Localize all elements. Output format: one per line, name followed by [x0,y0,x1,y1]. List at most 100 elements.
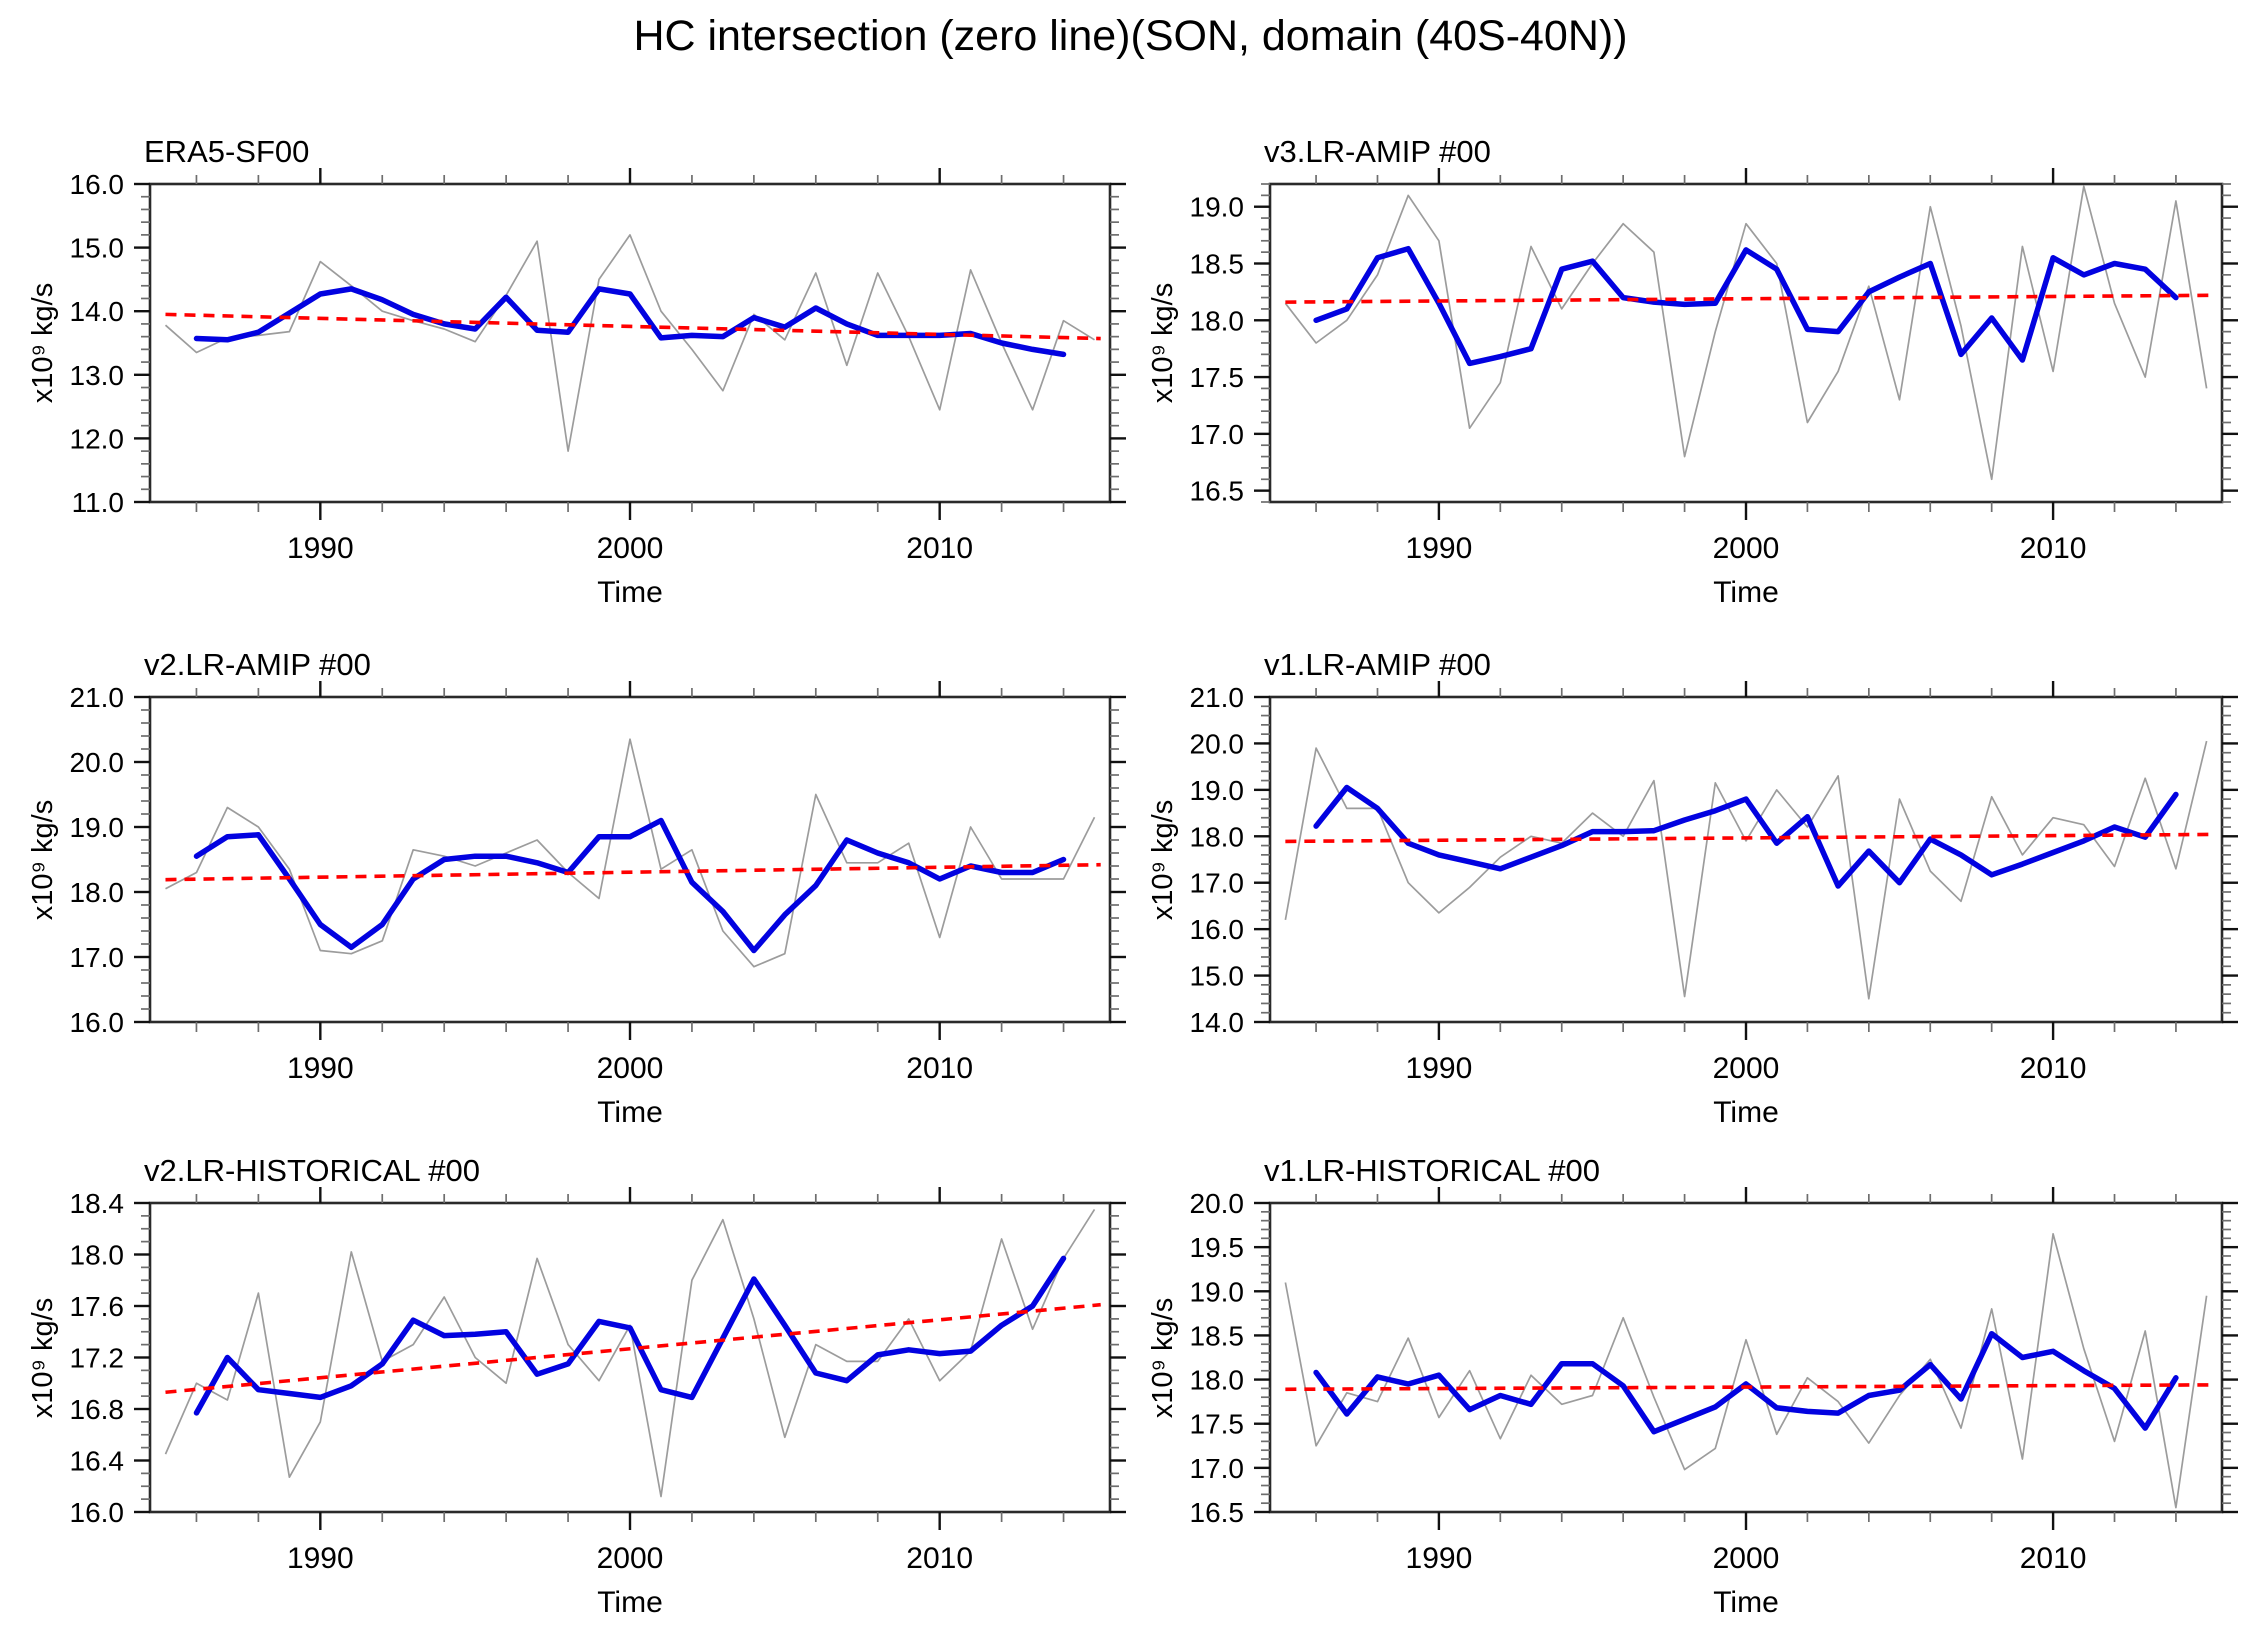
svg-text:2000: 2000 [597,1542,664,1575]
svg-text:17.5: 17.5 [1190,362,1245,393]
annual-line [165,738,1096,968]
svg-text:19.0: 19.0 [1190,775,1245,806]
svg-text:18.4: 18.4 [70,1188,125,1219]
trend-line [165,312,1101,341]
svg-text:2000: 2000 [1713,532,1780,565]
trend-line [1285,832,2213,844]
trend-line [165,862,1101,882]
svg-text:1990: 1990 [287,1052,354,1085]
svg-text:16.0: 16.0 [70,1007,125,1038]
svg-text:1990: 1990 [1406,1542,1473,1575]
svg-text:16.5: 16.5 [1190,1497,1245,1528]
svg-text:14.0: 14.0 [70,296,125,327]
svg-text:19.0: 19.0 [70,812,125,843]
plot-frame [1268,182,2224,504]
svg-text:16.5: 16.5 [1190,476,1245,507]
smoothed-line [1313,245,2179,367]
svg-text:2000: 2000 [1713,1052,1780,1085]
annual-line [1284,185,2208,481]
svg-text:14.0: 14.0 [1190,1007,1245,1038]
svg-text:20.0: 20.0 [1190,1188,1245,1219]
tick-labels: 16.5 17.0 17.5 18.0 18.5 19.0 19.5 20.0 1990 2000… [1190,1188,2087,1575]
tick-labels: 14.0 15.0 16.0 17.0 18.0 19.0 20.0 21.0 1990 2000… [1190,682,2087,1085]
svg-text:2000: 2000 [597,532,664,565]
svg-text:16.0: 16.0 [70,169,125,200]
smoothed-line [193,286,1067,358]
svg-text:2000: 2000 [597,1052,664,1085]
svg-text:2010: 2010 [906,1052,973,1085]
smoothed-line [1313,1330,2179,1435]
plot-frame [148,695,1112,1024]
svg-text:11.0: 11.0 [72,487,124,518]
svg-text:1990: 1990 [1406,532,1473,565]
axis-ticks [134,168,1126,520]
x-axis-label: Time [1713,576,1779,609]
svg-text:13.0: 13.0 [70,360,125,391]
svg-text:2010: 2010 [2020,532,2087,565]
svg-text:17.0: 17.0 [1190,868,1245,899]
svg-text:2000: 2000 [1713,1542,1780,1575]
svg-text:17.0: 17.0 [1190,419,1245,450]
svg-text:16.0: 16.0 [1190,914,1245,945]
svg-text:21.0: 21.0 [70,682,125,713]
smoothed-line [193,817,1067,954]
axis-ticks [1254,681,2238,1040]
svg-text:2010: 2010 [2020,1542,2087,1575]
plot-frame [1268,695,2224,1024]
plot-area: 16.0 16.4 16.8 17.2 17.6 18.0 18.4 1990 2000 2010 [70,1187,1126,1575]
svg-text:1990: 1990 [1406,1052,1473,1085]
figure-title: HC intersection (zero line)(SON, domain … [633,12,1628,60]
svg-text:19.5: 19.5 [1190,1232,1245,1263]
axis-ticks [1254,1187,2238,1530]
plot-area: 16.5 17.0 17.5 18.0 18.5 19.0 1990 2000 2010 [1190,168,2238,565]
plot-area: 11.0 12.0 13.0 14.0 15.0 16.0 1990 2000 2010 [70,168,1126,565]
annual-line [1284,1233,2208,1509]
panel-title: ERA5-SF00 [144,134,310,169]
svg-text:18.0: 18.0 [70,877,125,908]
axis-ticks [134,681,1126,1040]
panel-title: v2.LR-HISTORICAL #00 [144,1153,480,1188]
svg-text:18.0: 18.0 [1190,305,1245,336]
svg-text:18.5: 18.5 [1190,249,1245,280]
plot-area: 16.0 17.0 18.0 19.0 20.0 21.0 1990 2000 2010 [70,681,1126,1085]
svg-text:1990: 1990 [287,1542,354,1575]
smoothed-line [193,1255,1067,1416]
panel-title: v1.LR-HISTORICAL #00 [1264,1153,1600,1188]
axis-ticks [1254,168,2238,520]
x-axis-label: Time [1713,1586,1779,1619]
plot-frame [1268,1201,2224,1514]
svg-text:18.5: 18.5 [1190,1320,1245,1351]
svg-text:17.0: 17.0 [70,942,125,973]
svg-text:12.0: 12.0 [70,423,125,454]
plot-area: 14.0 15.0 16.0 17.0 18.0 19.0 20.0 21.0 1990 2000… [1190,681,2238,1085]
svg-text:15.0: 15.0 [1190,961,1245,992]
tick-labels: 16.0 16.4 16.8 17.2 17.6 18.0 18.4 1990 2000 2010 [70,1188,974,1575]
svg-text:18.0: 18.0 [1190,1365,1245,1396]
x-axis-label: Time [1713,1096,1779,1129]
svg-text:2010: 2010 [906,532,973,565]
annual-line [1284,740,2208,1000]
x-axis-label: Time [597,1586,663,1619]
svg-text:1990: 1990 [287,532,354,565]
svg-text:21.0: 21.0 [1190,682,1245,713]
svg-text:17.6: 17.6 [70,1291,125,1322]
smoothed-line [1313,784,2179,889]
svg-text:16.0: 16.0 [70,1497,125,1528]
svg-text:18.0: 18.0 [70,1240,125,1271]
svg-text:20.0: 20.0 [70,747,125,778]
tick-labels: 16.0 17.0 18.0 19.0 20.0 21.0 1990 2000 2010 [70,682,974,1085]
trend-line [165,1302,1101,1395]
plot-frame [148,1201,1112,1514]
annual-line [164,234,1095,452]
svg-text:17.5: 17.5 [1190,1409,1245,1440]
trend-line [1285,1383,2213,1392]
svg-text:19.0: 19.0 [1190,192,1245,223]
svg-text:17.2: 17.2 [70,1343,125,1374]
plot-area: 16.5 17.0 17.5 18.0 18.5 19.0 19.5 20.0 1990 2000… [1190,1187,2238,1575]
panel-title: v1.LR-AMIP #00 [1264,647,1491,682]
trend-line [1285,293,2213,304]
svg-text:17.0: 17.0 [1190,1453,1245,1484]
panel-title: v2.LR-AMIP #00 [144,647,371,682]
tick-labels: 11.0 12.0 13.0 14.0 15.0 16.0 1990 2000 2010 [70,169,974,565]
svg-text:18.0: 18.0 [1190,821,1245,852]
